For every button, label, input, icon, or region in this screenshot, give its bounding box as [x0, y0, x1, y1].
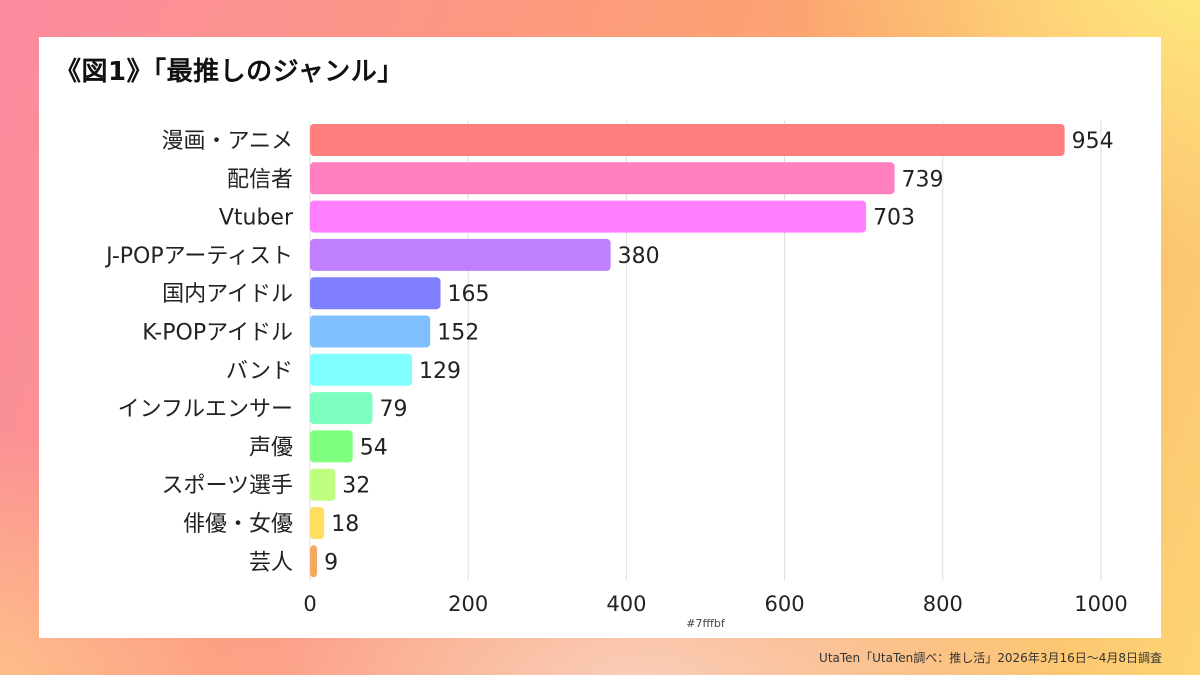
bar: [310, 277, 441, 310]
category-label: 俳優・女優: [183, 512, 293, 537]
source-note: UtaTen「UtaTen調べ：推し活」2026年3月16日〜4月8日調査: [819, 651, 1162, 665]
x-tick-label: 200: [448, 592, 488, 616]
chart-card: 《図1》「最推しのジャンル」 漫画・アニメ配信者 Vtuber J-POPアーティス…: [39, 37, 1161, 638]
category-label: 声優: [249, 435, 293, 460]
data-label: 9: [324, 550, 338, 575]
category-label: 国内アイドル: [162, 282, 293, 307]
bar: [310, 353, 413, 386]
x-axis-label: #7fffbf: [686, 617, 726, 630]
data-label: 54: [360, 435, 388, 460]
bar: [310, 124, 1065, 156]
data-label: 79: [379, 397, 407, 422]
x-axis-ticks: 0 200 400 600 800 1000: [303, 592, 1127, 616]
x-tick-label: 800: [923, 592, 963, 616]
data-label: 129: [419, 359, 461, 384]
category-label: 漫画・アニメ: [161, 129, 293, 154]
data-label: 380: [618, 244, 660, 269]
x-tick-label: 1000: [1074, 592, 1127, 616]
bar: [310, 392, 373, 425]
category-label: インフルエンサー: [118, 397, 293, 422]
bar: [310, 162, 895, 195]
x-tick-label: 600: [765, 592, 805, 616]
data-labels: 954 739 703 380 165 152 129 79 54 32 18 9: [324, 129, 1113, 575]
bar: [310, 545, 318, 578]
bars: [310, 124, 1065, 578]
data-label: 703: [873, 206, 915, 231]
data-label: 32: [342, 474, 370, 499]
data-label: 165: [448, 282, 490, 307]
bar: [310, 238, 611, 271]
bar: [310, 315, 431, 348]
data-label: 739: [902, 167, 944, 192]
chart-title: 《図1》「最推しのジャンル」: [55, 57, 404, 87]
bar: [310, 468, 336, 501]
category-label: バンド: [226, 359, 293, 384]
x-tick-label: 0: [303, 592, 316, 616]
x-tick-label: 400: [606, 592, 646, 616]
bar: [310, 430, 353, 463]
bar: [310, 200, 867, 233]
category-label: J-POPアーティスト: [104, 244, 293, 269]
bar: [310, 507, 325, 539]
category-label: Vtuber: [219, 206, 294, 231]
category-label: スポーツ選手: [161, 474, 293, 499]
data-label: 18: [331, 512, 359, 537]
category-label: 芸人: [249, 550, 293, 575]
data-label: 954: [1072, 129, 1114, 154]
data-label: 152: [437, 321, 479, 346]
category-label: K-POPアイドル: [142, 321, 293, 346]
category-label: 配信者: [227, 167, 293, 192]
gridlines: [309, 120, 1102, 581]
